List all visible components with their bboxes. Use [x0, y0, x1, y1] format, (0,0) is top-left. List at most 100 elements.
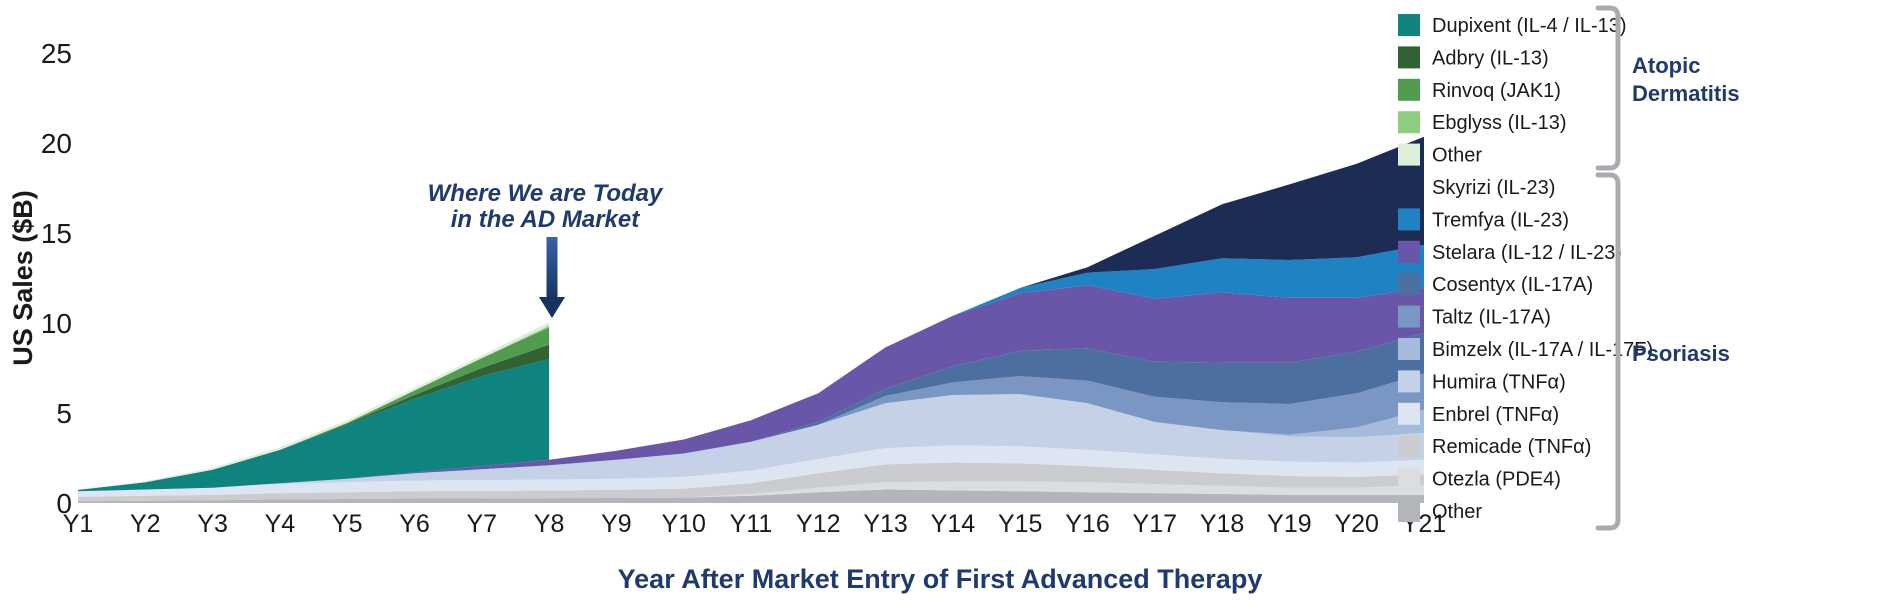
legend-swatch-adbry [1398, 46, 1420, 69]
legend-swatch-bimzelx [1398, 338, 1420, 360]
area-dupixent [78, 359, 550, 492]
legend-item-taltz: Taltz (IL-17A) [1398, 305, 1551, 329]
legend-label: Stelara (IL-12 / IL-23) [1432, 242, 1622, 264]
area-humira [78, 394, 1424, 492]
legend-label: Otezla (PDE4) [1432, 469, 1561, 491]
legend-swatch-other_ad [1398, 143, 1420, 166]
x-tick-label: Y13 [863, 510, 907, 538]
legend-label: Enbrel (TNFα) [1432, 404, 1559, 426]
legend: Dupixent (IL-4 / IL-13) Adbry (IL-13) Rinv… [1398, 14, 1653, 523]
x-tick-label: Y8 [534, 510, 565, 538]
x-tick-label: Y19 [1267, 510, 1311, 538]
legend-item-other_pso: Other [1398, 500, 1482, 523]
group-label-atopic-line2: Dermatitis [1632, 81, 1740, 106]
y-axis-title: US Sales ($B) [8, 190, 38, 366]
legend-label: Ebglyss (IL-13) [1432, 112, 1567, 134]
x-tick-label: Y3 [197, 510, 228, 538]
legend-label: Skyrizi (IL-23) [1432, 177, 1555, 199]
group-label-atopic-line1: Atopic [1632, 53, 1700, 78]
atopic-dermatitis-bracket [1595, 5, 1621, 171]
legend-swatch-enbrel [1398, 402, 1420, 425]
area-other_pso [78, 489, 1424, 503]
x-tick-label: Y11 [730, 510, 773, 538]
legend-item-tremfya: Tremfya (IL-23) [1398, 208, 1569, 231]
legend-label: Other [1432, 145, 1482, 167]
legend-item-rinvoq: Rinvoq (JAK1) [1398, 78, 1561, 102]
legend-swatch-otezla [1398, 467, 1420, 490]
legend-swatch-rinvoq [1398, 78, 1420, 101]
legend-label: Cosentyx (IL-17A) [1432, 274, 1593, 296]
legend-swatch-taltz [1398, 305, 1420, 328]
x-tick-label: Y17 [1133, 510, 1177, 538]
x-axis-title: Year After Market Entry of First Advance… [618, 564, 1263, 594]
area-otezla [78, 481, 1424, 502]
legend-item-enbrel: Enbrel (TNFα) [1398, 402, 1559, 426]
legend-item-remicade: Remicade (TNFα) [1398, 435, 1591, 458]
x-tick-label: Y14 [931, 510, 976, 538]
x-tick-label: Y4 [265, 510, 296, 538]
legend-item-bimzelx: Bimzelx (IL-17A / IL-17F) [1398, 338, 1653, 361]
area-stelara [78, 285, 1424, 492]
legend-swatch-tremfya [1398, 208, 1420, 231]
y-axis-tick-labels: 0 5 10 15 20 25 [41, 38, 72, 519]
atopic-dermatitis-area-stack [78, 322, 550, 492]
x-tick-label: Y6 [399, 510, 430, 538]
x-tick-label: Y1 [63, 510, 94, 538]
y-tick-label: 25 [41, 38, 72, 69]
legend-item-ebglyss: Ebglyss (IL-13) [1398, 111, 1567, 134]
legend-item-dupixent: Dupixent (IL-4 / IL-13) [1398, 14, 1627, 37]
x-tick-label: Y2 [130, 510, 161, 538]
x-tick-label: Y16 [1065, 510, 1109, 538]
y-tick-label: 5 [56, 398, 72, 429]
legend-item-adbry: Adbry (IL-13) [1398, 46, 1549, 69]
y-tick-label: 0 [56, 488, 72, 519]
legend-item-stelara: Stelara (IL-12 / IL-23) [1398, 240, 1622, 264]
psoriasis-area-stack [78, 136, 1424, 503]
legend-swatch-humira [1398, 370, 1420, 393]
group-label-psoriasis: Psoriasis [1632, 341, 1730, 366]
x-tick-label: Y9 [601, 510, 632, 538]
legend-label: Bimzelx (IL-17A / IL-17F) [1432, 339, 1653, 361]
x-tick-label: Y12 [796, 510, 840, 538]
legend-swatch-cosentyx [1398, 273, 1420, 296]
x-axis-tick-labels: Y1 Y2 Y3 Y4 Y5 Y6 Y7 Y8 Y9 Y10 Y11 Y12 Y13 Y14 Y15 Y16 Y… [63, 510, 1447, 538]
x-tick-label: Y15 [998, 510, 1042, 538]
area-cosentyx [78, 332, 1424, 492]
group-brackets [1595, 5, 1621, 531]
today-annotation: Where We are Today in the AD Market [428, 180, 664, 318]
legend-label: Adbry (IL-13) [1432, 47, 1549, 69]
legend-label: Humira (TNFα) [1432, 371, 1566, 393]
legend-label: Rinvoq (JAK1) [1432, 80, 1561, 102]
annotation-line-2: in the AD Market [451, 206, 640, 233]
legend-swatch-remicade [1398, 435, 1420, 458]
area-remicade [78, 462, 1424, 502]
legend-item-cosentyx: Cosentyx (IL-17A) [1398, 273, 1593, 296]
x-tick-label: Y20 [1334, 510, 1378, 538]
psoriasis-bracket [1595, 172, 1621, 531]
x-tick-label: Y7 [467, 510, 498, 538]
annotation-line-1: Where We are Today [428, 180, 664, 207]
y-tick-label: 15 [41, 218, 72, 249]
x-tick-label: Y5 [332, 510, 363, 538]
legend-label: Dupixent (IL-4 / IL-13) [1432, 15, 1627, 37]
legend-label: Tremfya (IL-23) [1432, 209, 1569, 231]
legend-label: Taltz (IL-17A) [1432, 307, 1551, 329]
legend-swatch-ebglyss [1398, 111, 1420, 134]
legend-label: Other [1432, 501, 1482, 523]
down-arrow-icon [539, 237, 565, 318]
x-tick-label: Y18 [1200, 510, 1244, 538]
area-tremfya [78, 244, 1424, 492]
legend-item-humira: Humira (TNFα) [1398, 370, 1566, 393]
legend-swatch-dupixent [1398, 14, 1420, 36]
legend-swatch-skyrizi [1398, 176, 1420, 198]
legend-item-skyrizi: Skyrizi (IL-23) [1398, 176, 1555, 199]
y-tick-label: 20 [41, 128, 72, 159]
area-enbrel [78, 445, 1424, 497]
y-tick-label: 10 [41, 308, 72, 339]
x-tick-label: Y10 [661, 510, 705, 538]
legend-swatch-stelara [1398, 240, 1420, 263]
legend-item-other_ad: Other [1398, 143, 1482, 167]
area-taltz [78, 373, 1424, 492]
